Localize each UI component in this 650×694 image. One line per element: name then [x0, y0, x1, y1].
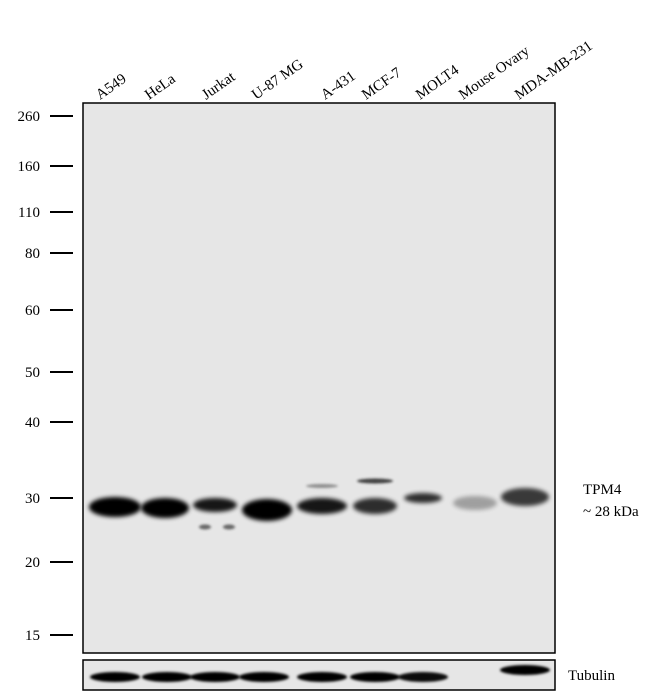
band — [297, 498, 347, 514]
lane-label: MOLT4 — [413, 62, 462, 103]
marker-label: 30 — [25, 491, 40, 507]
loading-control-label: Tubulin — [568, 668, 615, 684]
marker-label: 15 — [25, 628, 40, 644]
tubulin-band — [350, 672, 400, 682]
tubulin-band — [239, 672, 289, 682]
marker-label: 40 — [25, 415, 40, 431]
band — [242, 499, 292, 521]
band — [501, 488, 549, 506]
faint-band — [306, 484, 338, 488]
marker-label: 80 — [25, 246, 40, 262]
band — [89, 497, 141, 517]
band — [453, 496, 497, 510]
lane-label: U-87 MG — [249, 56, 306, 103]
lane-label: A-431 — [318, 68, 359, 103]
tubulin-band — [398, 672, 448, 682]
lane-label: MCF-7 — [359, 65, 405, 104]
marker-label: 20 — [25, 555, 40, 571]
lane-label: Jurkat — [199, 69, 239, 104]
marker-label: 60 — [25, 303, 40, 319]
faint-band — [199, 524, 211, 530]
tubulin-band — [190, 672, 240, 682]
marker-label: 50 — [25, 365, 40, 381]
band — [353, 498, 397, 514]
target-size: ~ 28 kDa — [583, 504, 639, 520]
marker-label: 160 — [18, 159, 41, 175]
tubulin-band — [142, 672, 192, 682]
marker-label: 260 — [18, 109, 41, 125]
marker-label: 110 — [18, 205, 40, 221]
faint-band — [357, 478, 393, 484]
tubulin-band — [90, 672, 140, 682]
faint-band — [223, 524, 235, 530]
target-name: TPM4 — [583, 482, 622, 498]
band — [193, 498, 237, 512]
lane-label: HeLa — [142, 71, 179, 103]
lane-label: A549 — [93, 71, 129, 103]
tubulin-band — [297, 672, 347, 682]
band — [404, 493, 442, 503]
blot-membrane — [82, 102, 556, 654]
band — [141, 498, 189, 518]
tubulin-band — [500, 665, 550, 675]
